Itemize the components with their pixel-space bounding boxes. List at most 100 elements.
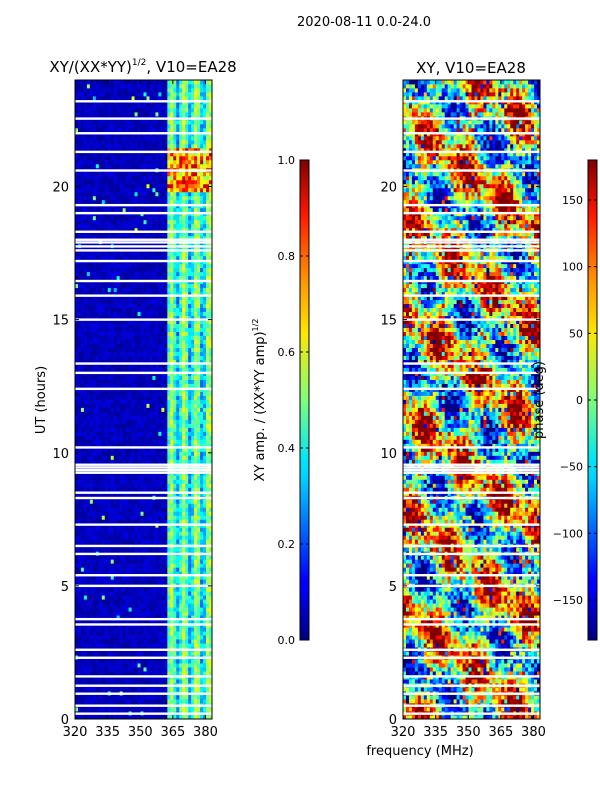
heatmap-cell [161, 715, 165, 719]
heatmap-cell [75, 299, 79, 305]
heatmap-cell [164, 555, 168, 560]
heatmap-cell [95, 307, 100, 313]
heatmap-cell [83, 603, 88, 608]
heatmap-cell [104, 419, 109, 424]
heatmap-cell [86, 559, 91, 564]
heatmap-cell [179, 367, 183, 372]
heatmap-cell [149, 615, 153, 620]
heatmap-cell [146, 295, 150, 301]
heatmap-cell [170, 367, 174, 372]
heatmap-cell [119, 331, 124, 336]
heatmap-cell [170, 527, 174, 532]
heatmap-cell [158, 515, 162, 520]
heatmap-cell [164, 699, 168, 704]
heatmap-cell [176, 507, 180, 512]
heatmap-cell [152, 307, 156, 313]
heatmap-cell [149, 579, 153, 584]
heatmap-cell [194, 427, 198, 432]
heatmap-cell [80, 311, 85, 317]
heatmap-cell [95, 579, 100, 584]
heatmap-cell [131, 507, 135, 512]
heatmap-cell [92, 435, 97, 440]
heatmap-cell [203, 687, 207, 692]
heatmap-cell [77, 707, 82, 712]
heatmap-cell [155, 639, 159, 644]
heatmap-cell [134, 419, 138, 424]
heatmap-cell [179, 511, 183, 516]
heatmap-cell [164, 423, 168, 428]
heatmap-cell [176, 311, 180, 317]
heatmap-cell [173, 619, 177, 624]
heatmap-cell [194, 451, 198, 456]
heatmap-cell [161, 687, 165, 692]
heatmap-cell [101, 659, 106, 664]
heatmap-cell [140, 307, 144, 313]
heatmap-cell [75, 531, 79, 536]
heatmap-cell [140, 667, 144, 672]
heatmap-cell [86, 679, 91, 684]
heatmap-cell [140, 527, 144, 532]
heatmap-cell [98, 367, 103, 372]
heatmap-cell [75, 519, 79, 524]
heatmap-cell [164, 379, 168, 384]
heatmap-cell [128, 591, 132, 596]
heatmap-cell [188, 327, 192, 332]
heatmap-cell [75, 339, 79, 344]
heatmap-cell [119, 715, 124, 719]
heatmap-cell [197, 399, 201, 404]
heatmap-cell [194, 591, 198, 596]
heatmap-cell [86, 363, 91, 368]
heatmap-cell [194, 519, 198, 524]
heatmap-cell [77, 287, 82, 293]
heatmap-cell [92, 439, 97, 444]
heatmap-cell [119, 451, 124, 456]
heatmap-cell [182, 291, 186, 297]
heatmap-cell [110, 403, 115, 408]
heatmap-cell [98, 631, 103, 636]
heatmap-cell [179, 487, 183, 492]
heatmap-cell [167, 395, 171, 400]
heatmap-cell [75, 451, 79, 456]
heatmap-cell [75, 635, 79, 640]
heatmap-cell [167, 447, 171, 452]
heatmap-cell [110, 515, 115, 520]
heatmap-cell [77, 303, 82, 309]
heatmap-cell [149, 651, 153, 656]
heatmap-cell [110, 415, 115, 420]
heatmap-cell [83, 399, 88, 404]
heatmap-cell [77, 419, 82, 424]
heatmap-cell [122, 511, 127, 516]
heatmap-cell [185, 631, 189, 636]
heatmap-cell [92, 679, 97, 684]
heatmap-cell [137, 439, 141, 444]
heatmap-cell [116, 619, 121, 624]
heatmap-cell [158, 547, 162, 552]
heatmap-cell [140, 571, 144, 576]
heatmap-cell [104, 527, 109, 532]
heatmap-cell [185, 595, 189, 600]
heatmap-cell [200, 515, 204, 520]
heatmap-cell [167, 391, 171, 396]
heatmap-cell [161, 639, 165, 644]
heatmap-cell [152, 379, 156, 384]
heatmap-cell [194, 315, 198, 321]
heatmap-cell [179, 423, 183, 428]
heatmap-cell [125, 423, 130, 428]
heatmap-cell [143, 335, 147, 340]
heatmap-cell [170, 351, 174, 356]
heatmap-cell [98, 531, 103, 536]
heatmap-cell [158, 431, 162, 436]
heatmap-cell [143, 363, 147, 368]
heatmap-cell [149, 375, 153, 380]
heatmap-cell [176, 483, 180, 488]
heatmap-cell [200, 587, 204, 592]
heatmap-cell [206, 563, 210, 568]
heatmap-cell [152, 591, 156, 596]
heatmap-cell [161, 355, 165, 360]
heatmap-cell [173, 475, 177, 480]
heatmap-cell [86, 287, 91, 293]
heatmap-cell [104, 499, 109, 504]
heatmap-cell [113, 319, 118, 325]
heatmap-cell [170, 603, 174, 608]
heatmap-cell [131, 343, 135, 348]
